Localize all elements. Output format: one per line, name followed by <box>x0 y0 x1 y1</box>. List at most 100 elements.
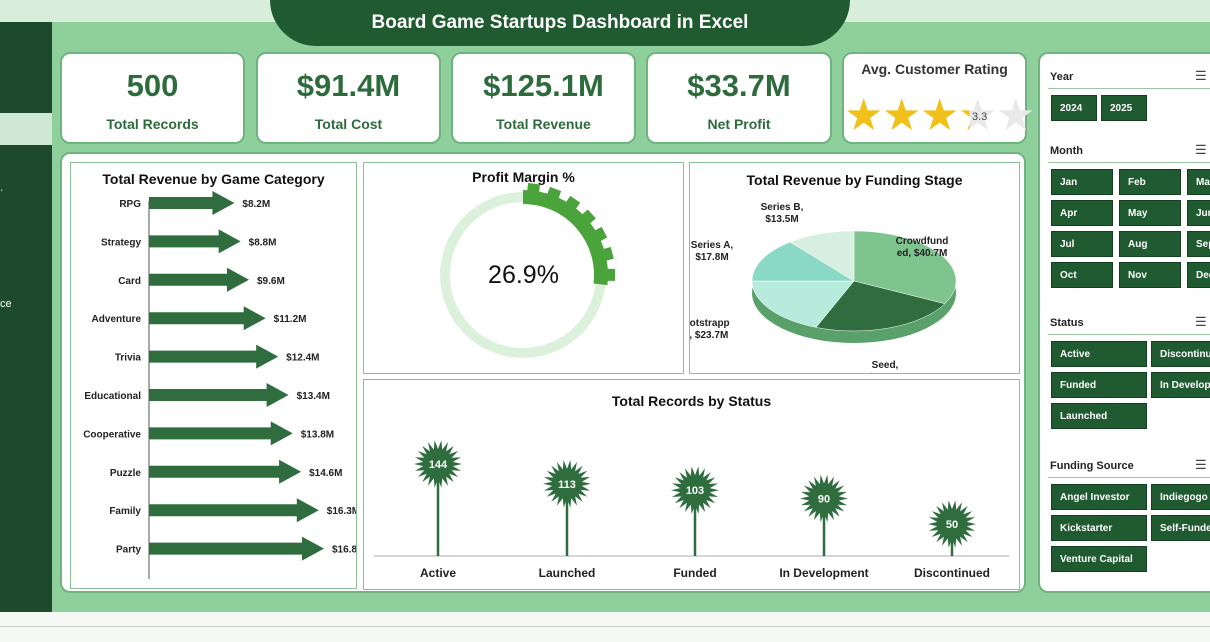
arrow-bar <box>149 459 302 484</box>
slicer-month-sep[interactable]: Sep <box>1187 231 1210 257</box>
lollipop-burst <box>928 500 976 548</box>
arrow-bar <box>149 191 235 215</box>
left-rail-marker: . <box>0 182 4 194</box>
gauge-fill <box>522 190 608 286</box>
slicer-month-apr[interactable]: Apr <box>1051 200 1113 226</box>
category-value: $11.2M <box>274 314 307 325</box>
category-value: $14.6M <box>309 468 342 479</box>
slicer-funding-angel-investor[interactable]: Angel Investor <box>1051 484 1147 510</box>
profit-margin-gauge <box>440 182 616 358</box>
arrow-bar <box>149 421 293 446</box>
multi-select-icon[interactable]: ☰ <box>1195 68 1207 83</box>
category-bar <box>149 459 302 484</box>
divider <box>1048 477 1210 478</box>
status-label: In Development <box>779 566 868 580</box>
lollipop-burst <box>800 474 848 523</box>
gauge-tooth <box>563 195 581 213</box>
chart-profit-margin: Profit Margin % 26.9% <box>363 162 684 374</box>
star-icon: ★ <box>996 91 1036 140</box>
slicer-funding-indiegogo[interactable]: Indiegogo <box>1151 484 1210 510</box>
lollipop-burst <box>543 460 591 508</box>
chart-revenue-by-funding: Total Revenue by Funding Stage Crowdfund… <box>689 162 1020 374</box>
pie-slice <box>751 280 855 328</box>
category-label: Family <box>109 506 141 517</box>
category-value: $13.4M <box>297 391 330 402</box>
star-icon: ★ <box>958 91 998 140</box>
category-bar <box>149 229 241 254</box>
category-value: $16.8M <box>332 545 356 556</box>
slicer-funding-venture-capital[interactable]: Venture Capital <box>1051 546 1147 572</box>
arrow-bar <box>149 306 266 331</box>
multi-select-icon[interactable]: ☰ <box>1195 314 1207 329</box>
slicer-status-active[interactable]: Active <box>1051 341 1147 367</box>
status-lollipop-chart: 144 Active 113 Launched 103 Funded 90 In Develo… <box>374 440 1009 580</box>
pie-label: Series B, $13.5M <box>761 202 804 225</box>
slicer-year-2024[interactable]: 2024 <box>1051 95 1097 121</box>
category-value: $12.4M <box>286 353 319 364</box>
status-value: 113 <box>558 479 576 491</box>
category-label: Adventure <box>92 314 142 325</box>
slicer-month-dec[interactable]: Dec <box>1187 262 1210 288</box>
category-bar <box>149 536 324 561</box>
kpi-card-total-cost: $91.4M Total Cost <box>256 52 441 144</box>
rating-title: Avg. Customer Rating <box>861 61 1008 77</box>
category-bar <box>149 267 249 292</box>
slicer-status-in-development[interactable]: In Development <box>1151 372 1210 398</box>
kpi-card-total-records: 500 Total Records <box>60 52 245 144</box>
slicer-status-launched[interactable]: Launched <box>1051 403 1147 429</box>
arrow-bar <box>149 383 289 407</box>
multi-select-icon[interactable]: ☰ <box>1195 142 1207 157</box>
category-label: Trivia <box>115 353 142 364</box>
slicer-status-discontinued[interactable]: Discontinued <box>1151 341 1210 367</box>
status-label: Funded <box>673 566 716 580</box>
gauge-tooth <box>602 268 616 281</box>
slicer-status-funded[interactable]: Funded <box>1051 372 1147 398</box>
arrow-bar <box>149 229 241 254</box>
slicer-funding-self-funded[interactable]: Self-Funded <box>1151 515 1210 541</box>
chart-title: Total Revenue by Funding Stage <box>746 172 963 188</box>
slicer-funding-kickstarter[interactable]: Kickstarter <box>1051 515 1147 541</box>
chart-title: Total Revenue by Game Category <box>102 171 325 187</box>
slicer-month-mar[interactable]: Mar <box>1187 169 1210 195</box>
left-rail-selected-item[interactable] <box>0 113 52 145</box>
arrow-bar <box>149 344 279 369</box>
chart-records-by-status: Total Records by Status 144 Active 113 Laun… <box>363 379 1020 590</box>
star-icon: ★ <box>844 91 884 140</box>
slicer-month-jul[interactable]: Jul <box>1051 231 1113 257</box>
category-value: $8.2M <box>242 199 270 210</box>
status-lollipop <box>800 474 848 556</box>
gauge-tooth <box>526 182 541 197</box>
status-lollipop <box>414 440 462 556</box>
category-bar <box>149 383 289 407</box>
slicer-month-oct[interactable]: Oct <box>1051 262 1113 288</box>
slicer-month-nov[interactable]: Nov <box>1119 262 1181 288</box>
gauge-tooth <box>578 209 596 227</box>
left-rail-label[interactable]: ce <box>0 298 12 310</box>
slicer-month-feb[interactable]: Feb <box>1119 169 1181 195</box>
slicer-title-funding-source: Funding Source <box>1050 460 1134 472</box>
slicer-month-may[interactable]: May <box>1119 200 1181 226</box>
status-lollipop <box>928 500 976 556</box>
pie-label: Bootstrapped, $23.7M <box>690 318 730 341</box>
slicer-month-jun[interactable]: Jun <box>1187 200 1210 226</box>
chart-revenue-by-category: Total Revenue by Game Category RPG $8.2M S… <box>70 162 357 589</box>
multi-select-icon[interactable]: ☰ <box>1195 457 1207 472</box>
category-label: Card <box>118 276 141 287</box>
category-bar <box>149 498 319 523</box>
category-label: Strategy <box>101 237 141 248</box>
kpi-card-total-revenue: $125.1M Total Revenue <box>451 52 636 144</box>
kpi-card-net-profit: $33.7M Net Profit <box>646 52 832 144</box>
category-bar <box>149 344 279 369</box>
slicer-panel: Year ☰ Month ☰ Status ☰ Funding Source ☰… <box>1038 52 1210 593</box>
category-value: $16.3M <box>327 506 356 517</box>
slicer-year-2025[interactable]: 2025 <box>1101 95 1147 121</box>
pie-slice <box>789 230 855 282</box>
slicer-month-aug[interactable]: Aug <box>1119 231 1181 257</box>
kpi-value: 500 <box>126 68 179 103</box>
arrow-bar <box>149 498 319 523</box>
gauge-tooth <box>599 247 614 262</box>
slicer-month-jan[interactable]: Jan <box>1051 169 1113 195</box>
category-bar <box>149 421 293 446</box>
pie-slice <box>751 241 855 282</box>
gauge-tooth <box>591 226 608 244</box>
